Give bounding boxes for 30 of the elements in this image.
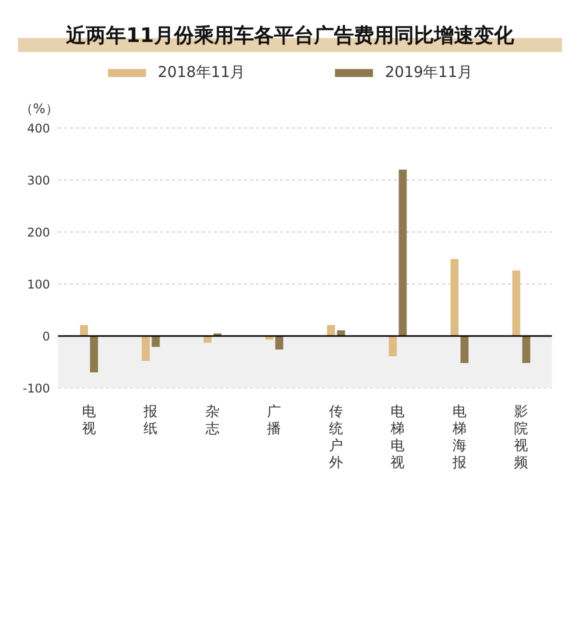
bar <box>90 336 98 372</box>
y-tick-label: -100 <box>22 381 50 396</box>
bar <box>460 336 468 364</box>
legend-label: 2018年11月 <box>158 63 245 82</box>
bar <box>152 336 160 347</box>
bar <box>275 336 284 350</box>
y-tick-label: 300 <box>27 173 50 188</box>
legend-label: 2019年11月 <box>385 63 472 82</box>
bar <box>398 170 407 336</box>
bar <box>522 336 530 364</box>
x-tick-label: 广播 <box>267 404 282 437</box>
x-tick-label: 传统户外 <box>328 404 343 471</box>
x-tick-label: 影院视频 <box>514 404 528 471</box>
x-tick-label: 杂志 <box>205 404 220 437</box>
bar <box>327 325 335 336</box>
x-tick-label: 电梯电视 <box>390 404 405 471</box>
bar <box>142 336 150 361</box>
bar <box>450 259 458 336</box>
chart-title: 近两年11月份乘用车各平台广告费用同比增速变化 <box>66 23 514 47</box>
x-tick-label: 报纸 <box>142 404 158 437</box>
x-tick-label: 电视 <box>82 404 96 437</box>
y-tick-label: 400 <box>27 121 50 136</box>
bar <box>388 336 397 356</box>
y-tick-label: 0 <box>42 329 50 344</box>
bar <box>80 325 88 336</box>
y-tick-label: 100 <box>27 277 50 292</box>
x-tick-label: 电梯海报 <box>451 404 466 471</box>
bar <box>512 270 520 336</box>
y-axis-title: （%） <box>20 101 60 118</box>
y-tick-label: 200 <box>27 225 50 240</box>
